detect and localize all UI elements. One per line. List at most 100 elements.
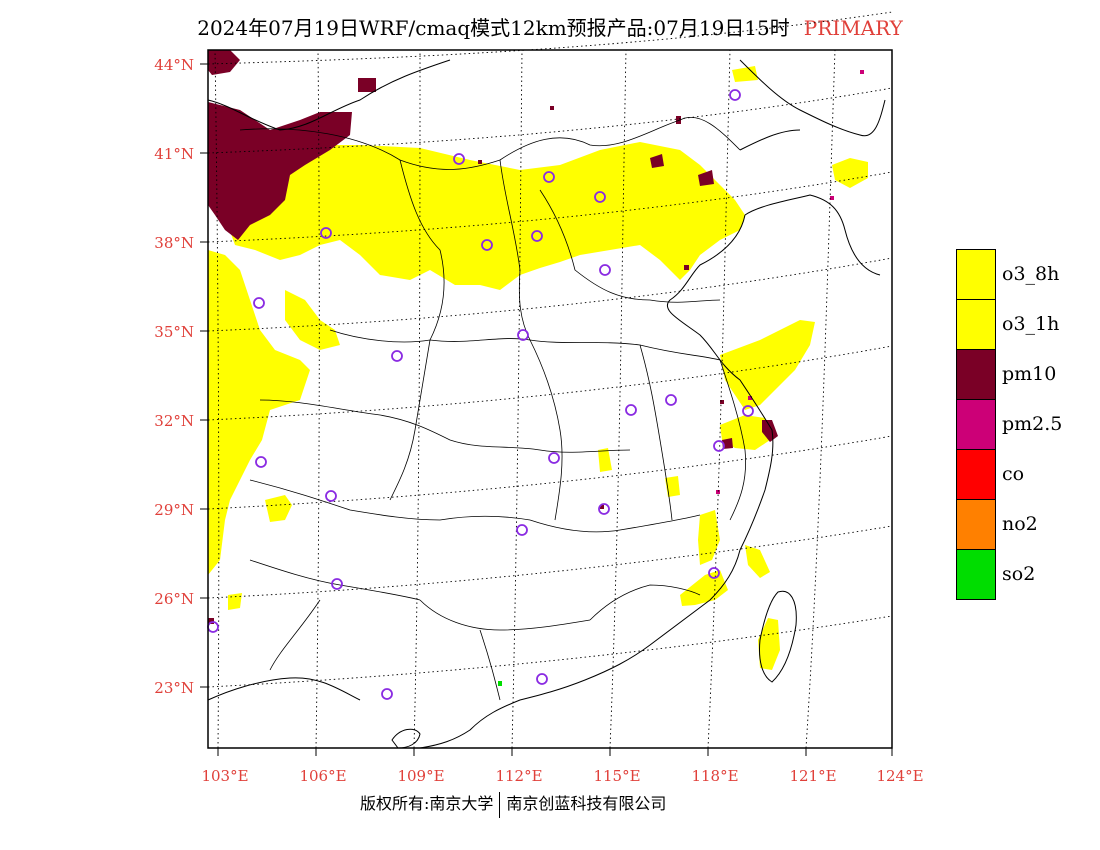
lat-label: 29°N xyxy=(154,501,194,519)
o3-region-yangtze-delta xyxy=(720,320,815,410)
lon-label: 103°E xyxy=(201,767,248,785)
tick-marks xyxy=(200,63,893,756)
pm10-region-shanghai xyxy=(762,420,778,442)
pm2.5-speck-4 xyxy=(860,70,864,74)
pm10-speck-7 xyxy=(478,160,482,164)
pm10-region-mongolia xyxy=(358,78,376,92)
pollution-layer xyxy=(208,50,868,686)
pm10-region-northwest xyxy=(208,102,352,240)
station-marker xyxy=(331,578,343,590)
station-marker xyxy=(543,171,555,183)
legend-label: no2 xyxy=(1002,513,1038,535)
lon-label: 118°E xyxy=(691,767,738,785)
station-marker xyxy=(536,673,548,685)
map-title-text: 2024年07月19日WRF/cmaq模式12km预报产品:07月19日15时 xyxy=(197,16,790,40)
legend-item-co: co xyxy=(956,449,1096,500)
station-marker xyxy=(708,567,720,579)
pm10-speck-1 xyxy=(600,505,604,509)
legend-swatch xyxy=(956,449,996,500)
pm10-region-hebei-2 xyxy=(698,170,714,186)
legend-label: o3_8h xyxy=(1002,263,1060,285)
legend-swatch xyxy=(956,549,996,600)
copyright-footer: 版权所有:南京大学 南京创蓝科技有限公司 xyxy=(360,790,666,818)
pm2.5-speck-2 xyxy=(748,396,752,400)
station-marker xyxy=(391,350,403,362)
primary-tag: PRIMARY xyxy=(803,16,903,40)
station-marker xyxy=(713,440,725,452)
o3-region-east-small-2 xyxy=(598,448,612,472)
legend-swatch xyxy=(956,249,996,300)
lon-label: 106°E xyxy=(299,767,346,785)
lon-label: 124°E xyxy=(876,767,923,785)
station-marker xyxy=(599,264,611,276)
station-marker xyxy=(742,405,754,417)
station-marker xyxy=(517,329,529,341)
station-marker xyxy=(325,490,337,502)
latitude-labels: 44°N 41°N 38°N 35°N 32°N 29°N 26°N 23°N xyxy=(154,56,194,697)
pm2.5-speck-1 xyxy=(830,196,834,200)
lat-label: 38°N xyxy=(154,234,194,252)
legend-item-pm10: pm10 xyxy=(956,349,1096,400)
station-marker xyxy=(625,404,637,416)
lat-label: 23°N xyxy=(154,679,194,697)
legend-swatch xyxy=(956,299,996,350)
station-marker xyxy=(665,394,677,406)
station-marker xyxy=(516,524,528,536)
lon-label: 109°E xyxy=(397,767,444,785)
legend-swatch xyxy=(956,349,996,400)
legend-label: co xyxy=(1002,463,1025,485)
station-markers xyxy=(207,89,754,700)
o3-region-sw xyxy=(265,495,292,522)
footer-divider xyxy=(499,791,501,818)
province-boundaries xyxy=(239,117,747,701)
pm10-speck-4 xyxy=(550,106,554,110)
station-marker xyxy=(453,153,465,165)
legend-item-o3-1h: o3_1h xyxy=(956,299,1096,350)
o3-region-coast-3 xyxy=(745,545,770,578)
station-marker xyxy=(255,456,267,468)
lat-label: 41°N xyxy=(154,145,194,163)
o3-region-ne-2 xyxy=(732,66,758,82)
lat-label: 26°N xyxy=(154,590,194,608)
pm10-region-hebei-1 xyxy=(650,154,664,168)
pollutant-legend: o3_8h o3_1h pm10 pm2.5 co no2 so2 xyxy=(956,249,1096,600)
legend-item-pm25: pm2.5 xyxy=(956,399,1096,450)
border-lines xyxy=(207,59,886,701)
legend-label: pm2.5 xyxy=(1002,413,1063,435)
station-marker xyxy=(729,89,741,101)
o3-region-ne xyxy=(832,158,868,188)
station-marker xyxy=(531,230,543,242)
pm10-speck-3 xyxy=(684,265,689,270)
legend-swatch xyxy=(956,499,996,550)
o3-region-west xyxy=(208,250,310,575)
lat-label: 35°N xyxy=(154,323,194,341)
legend-label: o3_1h xyxy=(1002,313,1060,335)
legend-swatch xyxy=(956,399,996,450)
taiwan-outline xyxy=(759,590,797,683)
o3-region-coastal-bohai xyxy=(690,215,730,255)
lon-label: 121°E xyxy=(789,767,836,785)
o3-region-north xyxy=(208,142,745,290)
station-marker xyxy=(381,688,393,700)
pm10-region-nw-corner xyxy=(208,50,240,75)
map-frame xyxy=(207,49,893,749)
legend-item-so2: so2 xyxy=(956,549,1096,600)
station-marker xyxy=(481,239,493,251)
o3-region-west-2 xyxy=(285,290,340,350)
station-marker xyxy=(253,297,265,309)
lat-label: 44°N xyxy=(154,56,194,74)
station-marker xyxy=(548,452,560,464)
copyright-right: 南京创蓝科技有限公司 xyxy=(506,794,667,813)
o3-region-taiwan xyxy=(758,618,780,670)
legend-label: pm10 xyxy=(1002,363,1057,385)
legend-item-no2: no2 xyxy=(956,499,1096,550)
pm10-speck-6 xyxy=(208,618,214,624)
so2-speck xyxy=(498,681,502,686)
pm10-speck-2 xyxy=(676,116,681,124)
station-marker xyxy=(594,191,606,203)
lon-label: 115°E xyxy=(593,767,640,785)
station-marker xyxy=(598,503,610,515)
pm2.5-speck-3 xyxy=(716,490,720,494)
pm10-speck-5 xyxy=(720,400,724,404)
